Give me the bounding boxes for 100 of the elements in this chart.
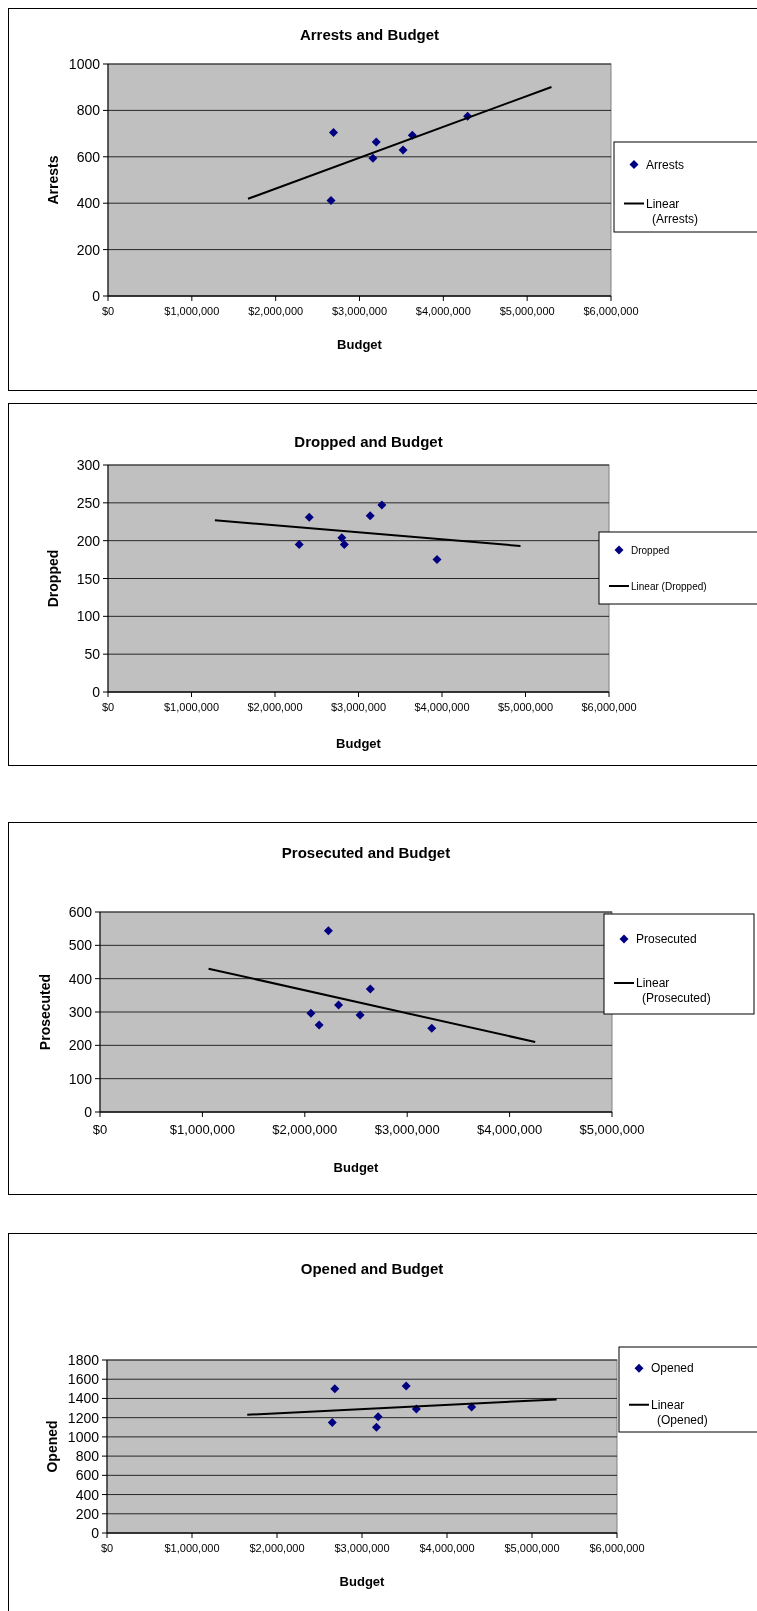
point [304, 512, 314, 522]
point [377, 500, 387, 510]
x-tick-label: $1,000,000 [164, 1542, 220, 1554]
legend-label: Linear (Opened) [651, 1397, 708, 1427]
x-tick-label: $4,000,000 [419, 1542, 475, 1554]
y-tick-label: 0 [91, 1525, 100, 1541]
point [329, 127, 339, 137]
legend-label: Arrests [646, 157, 685, 172]
x-tick-label: $1,000,000 [164, 305, 220, 317]
x-tick-label: $2,000,000 [247, 701, 303, 713]
point [294, 539, 304, 549]
point [371, 1422, 381, 1432]
x-tick-label: $5,000,000 [499, 305, 555, 317]
point [314, 1020, 324, 1030]
y-tick-label: 1200 [67, 1409, 100, 1426]
y-axis-title: Dropped [45, 549, 61, 608]
point [323, 926, 333, 936]
y-tick-label: 1400 [67, 1390, 100, 1407]
x-tick-label: $3,000,000 [374, 1122, 440, 1137]
y-tick-label: 1000 [67, 1428, 100, 1445]
point [368, 153, 378, 163]
x-tick-label: $0 [101, 305, 115, 317]
legend-label: Linear (Dropped) [631, 580, 707, 592]
y-tick-label: 0 [92, 684, 101, 700]
y-tick-label: 600 [76, 148, 101, 165]
legend-label: Prosecuted [636, 932, 697, 947]
y-tick-label: 0 [84, 1104, 93, 1120]
point [365, 984, 375, 994]
point [427, 1023, 437, 1033]
x-tick-label: $5,000,000 [497, 701, 554, 713]
x-axis-title: Budget [336, 736, 382, 751]
x-axis-title: Budget [339, 1574, 386, 1589]
point [306, 1008, 316, 1018]
y-tick-label: 600 [75, 1467, 100, 1484]
point [327, 1417, 337, 1427]
y-axis-title: Prosecuted [37, 973, 53, 1051]
y-tick-label: 150 [76, 570, 101, 587]
y-tick-label: 1600 [67, 1371, 100, 1388]
y-tick-label: 400 [76, 195, 101, 212]
y-tick-label: 50 [84, 646, 101, 663]
y-tick-label: 200 [75, 1505, 100, 1522]
point [365, 511, 375, 521]
x-tick-label: $2,000,000 [272, 1122, 338, 1137]
y-tick-label: 100 [68, 1070, 93, 1087]
y-tick-label: 300 [68, 1004, 93, 1020]
y-tick-label: 1800 [67, 1352, 100, 1368]
legend-label: Linear (Prosecuted) [636, 976, 711, 1006]
chart-title: Dropped and Budget [294, 433, 443, 450]
x-tick-label: $0 [100, 1542, 114, 1554]
point [371, 137, 381, 147]
point [401, 1381, 411, 1391]
x-tick-label: $1,000,000 [169, 1122, 235, 1137]
y-tick-label: 500 [68, 937, 93, 954]
legend-label: Linear (Arrests) [646, 196, 698, 226]
y-tick-label: 250 [76, 494, 101, 511]
x-axis-title: Budget [337, 337, 383, 352]
y-tick-label: 200 [76, 532, 101, 549]
chart-title: Opened and Budget [300, 1260, 444, 1277]
point [355, 1010, 365, 1020]
point [330, 1384, 340, 1394]
y-tick-label: 400 [68, 970, 93, 987]
chart-title: Arrests and Budget [299, 26, 440, 43]
x-tick-label: $2,000,000 [248, 305, 304, 317]
y-tick-label: 100 [76, 608, 101, 625]
y-tick-label: 600 [68, 904, 93, 920]
x-tick-label: $3,000,000 [331, 305, 388, 317]
x-tick-label: $3,000,000 [330, 701, 387, 713]
x-tick-label: $0 [101, 701, 115, 713]
y-tick-label: 0 [92, 288, 101, 304]
x-tick-label: $2,000,000 [249, 1542, 305, 1554]
x-tick-label: $0 [92, 1122, 108, 1137]
x-tick-label: $3,000,000 [334, 1542, 390, 1554]
x-tick-label: $5,000,000 [579, 1122, 645, 1137]
point [337, 533, 347, 543]
point [398, 145, 408, 155]
y-tick-label: 300 [76, 457, 101, 473]
y-axis-title: Arrests [45, 155, 61, 205]
x-axis-title: Budget [333, 1160, 380, 1175]
x-tick-label: $1,000,000 [163, 701, 220, 713]
x-tick-label: $6,000,000 [583, 305, 639, 317]
x-tick-label: $4,000,000 [414, 701, 470, 713]
x-tick-label: $4,000,000 [477, 1122, 543, 1137]
point [432, 555, 442, 565]
chart-title: Prosecuted and Budget [281, 844, 451, 861]
y-tick-label: 800 [75, 1448, 100, 1465]
y-tick-label: 400 [75, 1486, 100, 1503]
y-tick-label: 200 [76, 241, 101, 258]
y-tick-label: 1000 [68, 56, 101, 72]
x-tick-label: $5,000,000 [504, 1542, 560, 1554]
point [339, 539, 349, 549]
legend-label: Dropped [631, 544, 670, 556]
y-tick-label: 800 [76, 102, 101, 119]
y-axis-title: Opened [44, 1420, 60, 1473]
x-tick-label: $6,000,000 [581, 701, 637, 713]
point [334, 1000, 344, 1010]
point [373, 1412, 383, 1422]
legend-label: Opened [651, 1361, 694, 1376]
x-tick-label: $6,000,000 [589, 1542, 645, 1554]
x-tick-label: $4,000,000 [415, 305, 471, 317]
y-tick-label: 200 [68, 1037, 93, 1054]
